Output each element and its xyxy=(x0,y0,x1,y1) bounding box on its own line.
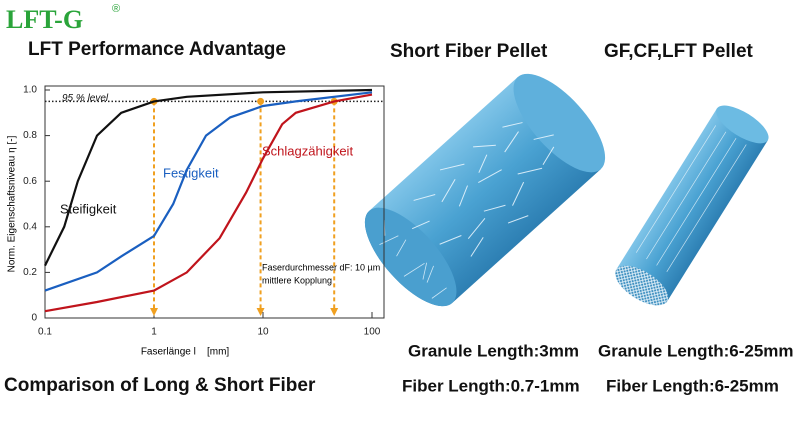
threshold-point xyxy=(257,97,265,105)
x-tick-label: 10 xyxy=(257,327,269,338)
arrow-head xyxy=(256,308,265,316)
fiber-length: Fiber Length:6-25mm xyxy=(606,376,779,395)
x-tick-label: 100 xyxy=(364,327,381,338)
annotation: mittlere Kopplung xyxy=(262,275,332,285)
y-tick-label: 1.0 xyxy=(23,85,37,96)
series-label: Steifigkeit xyxy=(60,201,117,216)
y-axis-label: Norm. Eigenschaftsniveau η [-] xyxy=(7,135,18,272)
registered-mark: ® xyxy=(112,3,120,15)
series-line xyxy=(44,88,373,267)
threshold-label: 95 % level xyxy=(62,93,109,104)
series-line xyxy=(44,91,373,292)
arrow-head xyxy=(150,308,158,316)
panel-title: Short Fiber Pellet xyxy=(390,41,548,62)
annotation: Faserdurchmesser dF: 10 µm xyxy=(262,262,380,272)
plot-frame xyxy=(44,85,385,319)
y-tick-label: 0.8 xyxy=(23,130,37,141)
arrow-head xyxy=(330,308,339,316)
x-tick-label: 0.1 xyxy=(38,327,52,338)
left-caption: Comparison of Long & Short Fiber xyxy=(4,375,316,396)
y-tick-label: 0.4 xyxy=(23,221,37,232)
granule-length: Granule Length:3mm xyxy=(408,341,579,360)
fiber-length: Fiber Length:0.7-1mm xyxy=(402,376,580,395)
series-line xyxy=(44,93,373,313)
series-label: Schlagzähigkeit xyxy=(262,143,353,158)
x-axis-label: Faserlänge l [mm] xyxy=(141,347,230,358)
series-label: Festigkeit xyxy=(163,165,219,180)
left-title: LFT Performance Advantage xyxy=(28,39,286,60)
chart: 0 0.2 0.4 0.6 0.8 1.0 0.1 1 10 100 Faserlänge l [m… xyxy=(7,85,385,358)
logo: LFT-G xyxy=(6,5,83,34)
granule-length: Granule Length:6-25mm xyxy=(598,341,794,360)
y-tick-label: 0.2 xyxy=(23,267,37,278)
long-fiber-pellet xyxy=(615,105,769,306)
short-fiber-pellet xyxy=(364,73,606,307)
panel-title: GF,CF,LFT Pellet xyxy=(604,41,754,62)
x-tick-label: 1 xyxy=(151,327,157,338)
y-tick-label: 0.6 xyxy=(23,176,37,187)
y-tick-label: 0 xyxy=(31,313,37,324)
